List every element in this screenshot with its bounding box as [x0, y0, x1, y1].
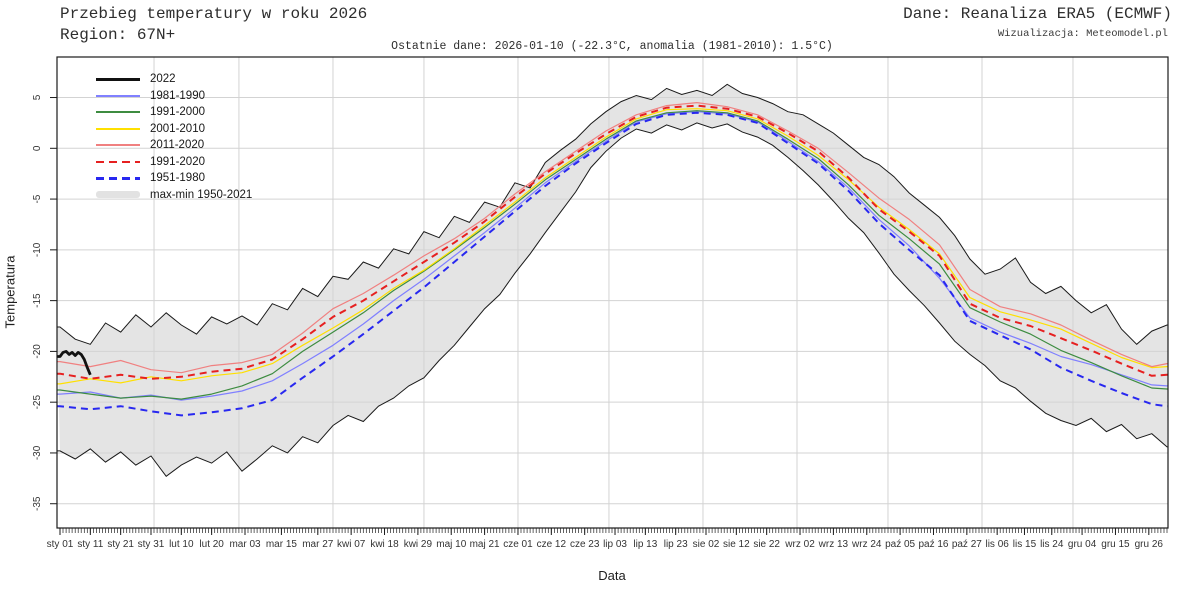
- chart-region-subtitle: Region: 67N+: [60, 26, 176, 44]
- series-line-n1951-1980: [57, 111, 1168, 417]
- legend-item-d1981-1990: 1981-1990: [96, 88, 252, 105]
- series-line-y2022: [57, 349, 92, 376]
- series-line-n1991-2020: [57, 104, 1168, 380]
- x-tick-label: lip 13: [633, 539, 657, 550]
- x-tick-label: kwi 07: [337, 539, 366, 550]
- legend-item-d2011-2020: 2011-2020: [96, 137, 252, 154]
- legend-swatch-y2022: [96, 77, 140, 81]
- y-tick-label: -30: [32, 445, 43, 460]
- x-tick-label: mar 27: [302, 539, 334, 550]
- legend: 2022 1981-1990 1991-2000 2001-2010 2011-2020…: [96, 71, 252, 203]
- legend-label: 1991-2000: [150, 106, 205, 119]
- legend-swatch-n1991-2020: [96, 160, 140, 163]
- x-tick-label: lis 15: [1013, 539, 1037, 550]
- chart-title: Przebieg temperatury w roku 2026: [60, 5, 368, 23]
- x-tick-label: gru 15: [1101, 539, 1130, 550]
- x-tick-label: sie 12: [723, 539, 750, 550]
- x-tick-label: lis 24: [1040, 539, 1064, 550]
- x-tick-label: lip 03: [603, 539, 627, 550]
- legend-label: 2011-2020: [150, 139, 205, 152]
- x-tick-label: cze 01: [503, 539, 533, 550]
- x-tick-label: paź 27: [952, 539, 982, 550]
- y-tick-label: -15: [32, 293, 43, 308]
- legend-label: max-min 1950-2021: [150, 188, 253, 201]
- y-tick-label: -35: [32, 496, 43, 511]
- y-tick-label: 0: [32, 145, 43, 151]
- legend-swatch-band: [96, 191, 140, 199]
- y-tick-label: -10: [32, 242, 43, 257]
- x-tick-label: sty 11: [77, 539, 103, 550]
- y-axis-title: Temperatura: [2, 255, 18, 329]
- visualization-credit-label: Wizualizacja: Meteomodel.pl: [997, 28, 1168, 40]
- legend-label: 2022: [150, 73, 176, 86]
- x-tick-label: paź 16: [918, 539, 948, 550]
- x-tick-label: wrz 13: [818, 539, 849, 550]
- plot-border: [56, 56, 1169, 529]
- legend-swatch-d2011-2020: [96, 144, 140, 147]
- legend-item-y2022: 2022: [96, 71, 252, 88]
- x-tick-label: lip 23: [664, 539, 688, 550]
- series-line-d1991-2000: [57, 110, 1168, 400]
- x-tick-label: maj 21: [470, 539, 500, 550]
- x-tick-label: lis 06: [985, 539, 1009, 550]
- legend-swatch-n1951-1980: [96, 177, 140, 180]
- x-tick-label: sty 21: [107, 539, 134, 550]
- x-tick-label: wrz 24: [851, 539, 882, 550]
- x-tick-label: sie 22: [753, 539, 780, 550]
- x-tick-label: kwi 29: [404, 539, 433, 550]
- series-line-d2001-2010: [57, 108, 1168, 385]
- legend-item-d2001-2010: 2001-2010: [96, 121, 252, 138]
- max-min-band: [57, 84, 1168, 477]
- legend-swatch-d1991-2000: [96, 111, 140, 114]
- x-tick-label: sie 02: [693, 539, 720, 550]
- band-min-outline: [57, 122, 1168, 477]
- x-tick-label: mar 15: [266, 539, 298, 550]
- x-tick-label: mar 03: [229, 539, 261, 550]
- data-source-label: Dane: Reanaliza ERA5 (ECMWF): [903, 5, 1172, 23]
- legend-item-band: max-min 1950-2021: [96, 187, 252, 204]
- y-tick-label: -20: [32, 344, 43, 359]
- legend-item-d1991-2000: 1991-2000: [96, 104, 252, 121]
- y-tick-label: 5: [32, 94, 43, 100]
- x-tick-label: kwi 18: [370, 539, 399, 550]
- x-tick-label: lut 10: [169, 539, 194, 550]
- x-tick-label: sty 01: [47, 539, 74, 550]
- last-data-subtitle: Ostatnie dane: 2026-01-10 (-22.3°C, anom…: [391, 40, 833, 53]
- legend-item-n1991-2020: 1991-2020: [96, 154, 252, 171]
- x-tick-label: gru 04: [1068, 539, 1097, 550]
- x-axis-minor-ticks: [59, 528, 1168, 533]
- x-tick-label: cze 23: [570, 539, 600, 550]
- legend-swatch-d1981-1990: [96, 94, 140, 97]
- x-tick-label: lut 20: [199, 539, 224, 550]
- x-tick-label: paź 05: [885, 539, 915, 550]
- x-tick-label: wrz 02: [784, 539, 815, 550]
- legend-label: 1991-2020: [150, 155, 205, 168]
- legend-item-n1951-1980: 1951-1980: [96, 170, 252, 187]
- legend-label: 1951-1980: [150, 172, 205, 185]
- legend-swatch-d2001-2010: [96, 127, 140, 130]
- series-line-d2011-2020: [57, 101, 1168, 374]
- x-tick-label: sty 31: [138, 539, 165, 550]
- y-tick-label: -5: [32, 194, 43, 203]
- legend-label: 2001-2010: [150, 122, 205, 135]
- x-tick-label: cze 12: [537, 539, 567, 550]
- x-tick-label: gru 26: [1135, 539, 1164, 550]
- band-max-outline: [57, 83, 1168, 345]
- x-axis-title: Data: [598, 568, 626, 583]
- series-line-d1981-1990: [57, 111, 1168, 401]
- x-tick-label: maj 10: [436, 539, 466, 550]
- legend-label: 1981-1990: [150, 89, 205, 102]
- y-tick-label: -25: [32, 395, 43, 410]
